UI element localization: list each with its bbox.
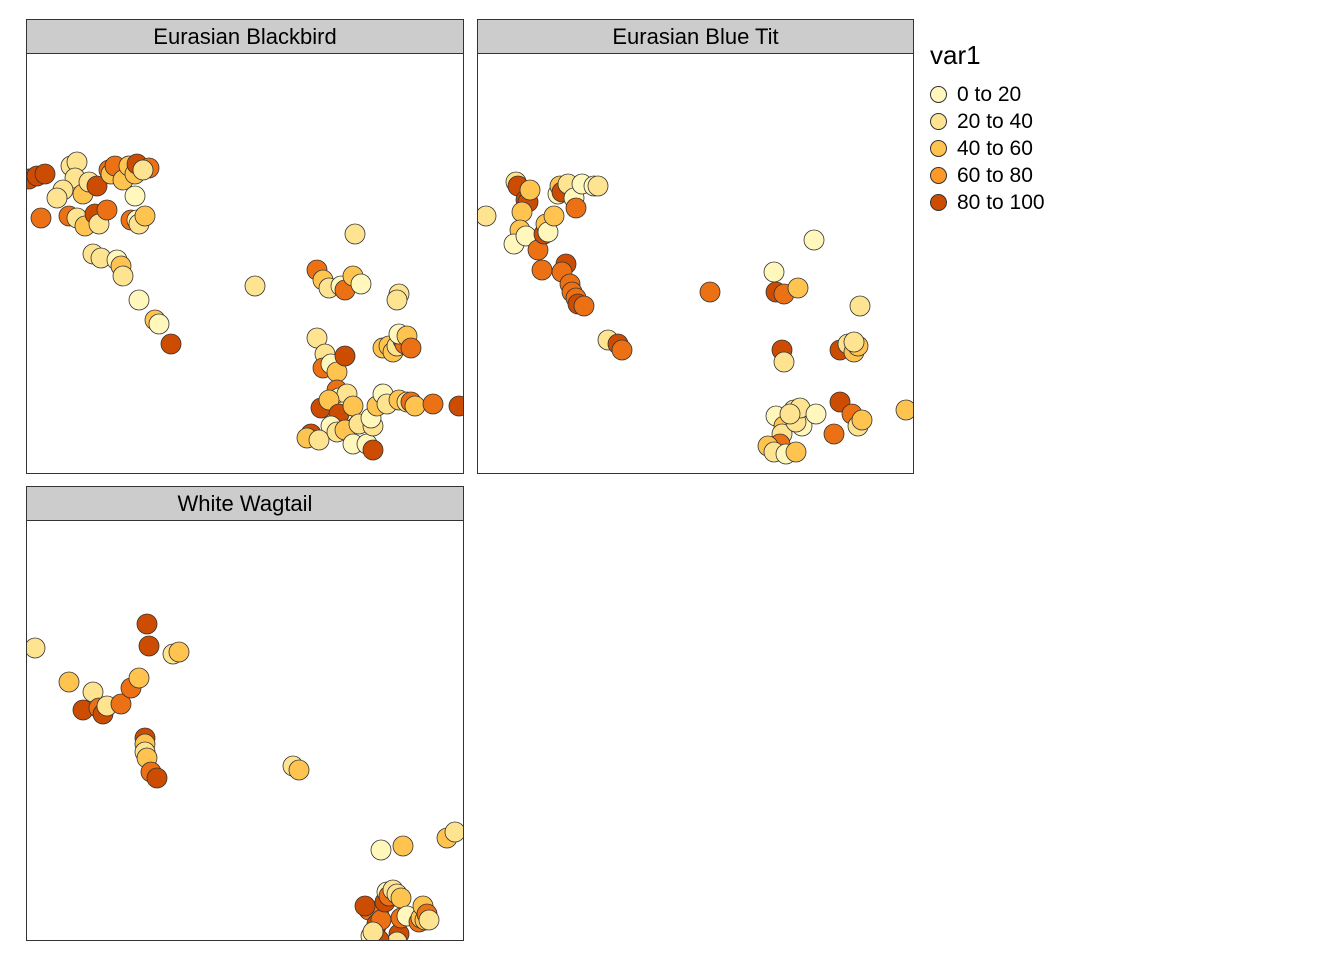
scatter-plot	[478, 171, 913, 465]
scatter-point	[362, 921, 384, 940]
scatter-plot	[27, 151, 463, 461]
scatter-point	[34, 163, 56, 185]
facet-strip-label: Eurasian Blackbird	[27, 20, 463, 54]
facet-panel-eurasian-blue-tit: Eurasian Blue Tit	[477, 19, 914, 474]
scatter-point	[404, 395, 426, 417]
facet-panel-white-wagtail: White Wagtail	[26, 486, 464, 941]
scatter-point	[124, 185, 146, 207]
scatter-point	[350, 273, 372, 295]
facet-panel-eurasian-blackbird: Eurasian Blackbird	[26, 19, 464, 474]
scatter-point	[587, 175, 609, 197]
scatter-point	[386, 289, 408, 311]
scatter-point	[110, 693, 132, 715]
scatter-plot	[27, 613, 463, 940]
scatter-point	[763, 261, 785, 283]
legend-item: 80 to 100	[930, 189, 1045, 216]
scatter-point	[531, 259, 553, 281]
scatter-point	[851, 409, 873, 431]
facet-plot-area	[27, 54, 463, 473]
scatter-point	[308, 429, 330, 451]
scatter-point	[362, 439, 384, 461]
scatter-point	[843, 331, 865, 353]
scatter-point	[448, 395, 463, 417]
scatter-point	[823, 423, 845, 445]
scatter-point	[86, 175, 108, 197]
scatter-point	[444, 821, 463, 843]
scatter-point	[128, 289, 150, 311]
scatter-point	[244, 275, 266, 297]
scatter-point	[146, 767, 168, 789]
scatter-point	[418, 909, 440, 931]
legend-item: 40 to 60	[930, 135, 1045, 162]
scatter-point	[46, 187, 68, 209]
facet-plot-area	[478, 54, 913, 473]
scatter-point	[370, 839, 392, 861]
legend-item: 20 to 40	[930, 108, 1045, 135]
scatter-point	[168, 641, 190, 663]
legend-label: 0 to 20	[957, 82, 1022, 106]
scatter-point	[344, 223, 366, 245]
facet-strip-label: White Wagtail	[27, 487, 463, 521]
legend-title: var1	[930, 40, 981, 70]
legend-item: 60 to 80	[930, 162, 1045, 189]
scatter-point	[511, 201, 533, 223]
legend-label: 60 to 80	[957, 163, 1033, 187]
scatter-point	[478, 205, 497, 227]
scatter-point	[354, 895, 376, 917]
scatter-point	[138, 635, 160, 657]
scatter-point	[849, 295, 871, 317]
scatter-point	[160, 333, 182, 355]
scatter-point	[543, 205, 565, 227]
scatter-point	[134, 205, 156, 227]
scatter-point	[565, 197, 587, 219]
scatter-point	[112, 265, 134, 287]
legend-key-0	[930, 86, 947, 103]
scatter-point	[27, 637, 46, 659]
scatter-point	[96, 199, 118, 221]
legend-key-3	[930, 167, 947, 184]
scatter-point	[400, 337, 422, 359]
scatter-point	[136, 613, 158, 635]
scatter-point	[573, 295, 595, 317]
legend-key-4	[930, 194, 947, 211]
scatter-point	[392, 835, 414, 857]
legend-key-2	[930, 140, 947, 157]
scatter-point	[58, 671, 80, 693]
scatter-point	[699, 281, 721, 303]
legend-label: 20 to 40	[957, 109, 1033, 133]
scatter-point	[773, 351, 795, 373]
scatter-point	[785, 441, 807, 463]
legend-label: 40 to 60	[957, 136, 1033, 160]
scatter-point	[787, 277, 809, 299]
scatter-point	[390, 887, 412, 909]
scatter-point	[519, 179, 541, 201]
legend: var1 0 to 20 20 to 40 40 to 60 60 to 80 …	[930, 40, 1045, 216]
scatter-point	[288, 759, 310, 781]
scatter-point	[779, 403, 801, 425]
scatter-point	[30, 207, 52, 229]
scatter-point	[803, 229, 825, 251]
scatter-point	[128, 667, 150, 689]
legend-item: 0 to 20	[930, 81, 1045, 108]
scatter-point	[611, 339, 633, 361]
facet-strip-label: Eurasian Blue Tit	[478, 20, 913, 54]
legend-label: 80 to 100	[957, 190, 1045, 214]
scatter-point	[422, 393, 444, 415]
scatter-point	[132, 159, 154, 181]
scatter-point	[334, 345, 356, 367]
scatter-point	[895, 399, 913, 421]
facet-plot-area	[27, 521, 463, 940]
scatter-point	[342, 395, 364, 417]
legend-key-1	[930, 113, 947, 130]
scatter-point	[148, 313, 170, 335]
scatter-point	[386, 931, 408, 940]
scatter-point	[805, 403, 827, 425]
